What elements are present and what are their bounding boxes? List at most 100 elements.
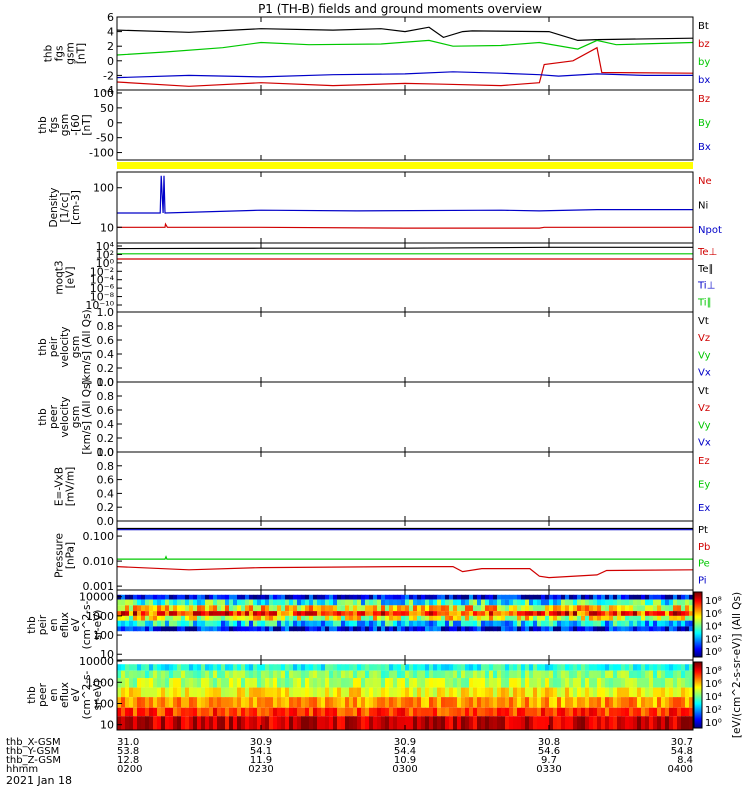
spectrogram-cell — [553, 678, 558, 688]
colorbar-step — [694, 624, 702, 627]
colorbar-step — [694, 663, 702, 665]
spectrogram-cell — [573, 664, 578, 671]
spectrogram-cell — [405, 615, 410, 621]
spectrogram-cell — [217, 615, 222, 621]
spectrogram-cell — [621, 670, 626, 679]
spectrogram-cell — [521, 707, 526, 717]
spectrogram-cell — [621, 626, 626, 632]
legend-label: Vz — [698, 403, 710, 414]
spectrogram-cell — [269, 620, 274, 627]
spectrogram-cell — [345, 620, 350, 627]
spectrogram-cell — [597, 611, 602, 616]
panel-frame — [116, 16, 694, 91]
spectrogram-cell — [265, 599, 270, 606]
spectrogram-cell — [613, 678, 618, 688]
spectrogram-cell — [177, 678, 182, 688]
spectrogram-cell — [137, 707, 142, 717]
spectrogram-cell — [445, 611, 450, 616]
colorbar-step — [694, 595, 702, 597]
spectrogram-cell — [213, 716, 218, 730]
spectrogram-cell — [121, 626, 126, 632]
spectrogram-cell — [589, 716, 594, 730]
spectrogram-cell — [445, 599, 450, 606]
spectrogram-cell — [213, 626, 218, 632]
spectrogram-cell — [393, 670, 398, 679]
spectrogram-cell — [545, 626, 550, 632]
spectrogram-cell — [497, 599, 502, 606]
spectrogram-cell — [549, 626, 554, 632]
spectrogram-cell — [549, 615, 554, 621]
spectrogram-cell — [233, 599, 238, 606]
spectrogram-cell — [501, 611, 506, 616]
colorbar-step — [694, 721, 702, 723]
spectrogram-cell — [245, 594, 250, 600]
spectrogram-cell — [321, 664, 326, 671]
spectrogram-cell — [177, 697, 182, 708]
spectrogram-cell — [689, 678, 694, 688]
spectrogram-cell — [313, 716, 318, 730]
spectrogram-cell — [597, 697, 602, 708]
spectrogram-cell — [117, 716, 122, 730]
spectrogram-cell — [125, 620, 130, 627]
spectrogram-cell — [133, 687, 138, 698]
colorbar-step — [694, 612, 702, 615]
spectrogram-cell — [661, 716, 666, 730]
colorbar-step — [694, 594, 702, 596]
spectrogram-cell — [597, 707, 602, 717]
spectrogram-cell — [389, 716, 394, 730]
spectrogram-cell — [145, 611, 150, 616]
spectrogram-cell — [153, 594, 158, 600]
y-axis-label: (cm^2-s- — [81, 600, 93, 649]
spectrogram-cell — [537, 599, 542, 606]
spectrogram-cell — [677, 664, 682, 671]
spectrogram-cell — [357, 594, 362, 600]
spectrogram-cell — [409, 594, 414, 600]
spectrogram-cell — [577, 707, 582, 717]
spectrogram-cell — [233, 716, 238, 730]
spectrogram-cell — [501, 664, 506, 671]
spectrogram-cell — [357, 620, 362, 627]
spectrogram-cell — [637, 615, 642, 621]
spectrogram-cell — [305, 599, 310, 606]
spectrogram-cell — [489, 626, 494, 632]
spectrogram-cell — [533, 626, 538, 632]
spectrogram-cell — [637, 670, 642, 679]
spectrogram-cell — [557, 615, 562, 621]
spectrogram-cell — [141, 620, 146, 627]
spectrogram-cell — [529, 611, 534, 616]
colorbar-step — [694, 634, 702, 636]
spectrogram-cell — [569, 620, 574, 627]
spectrogram-cell — [197, 664, 202, 671]
spectrogram-cell — [233, 615, 238, 621]
spectrogram-cell — [553, 605, 558, 612]
spectrogram-cell — [205, 626, 210, 632]
spectrogram-cell — [645, 670, 650, 679]
spectrogram-cell — [249, 605, 254, 612]
spectrogram-cell — [181, 716, 186, 730]
spectrogram-cell — [249, 707, 254, 717]
spectrogram-cell — [309, 664, 314, 671]
spectrogram-cell — [621, 594, 626, 600]
colorbar-tick-label: 10⁴ — [705, 692, 722, 703]
spectrogram-cell — [509, 716, 514, 730]
spectrogram-cell — [541, 626, 546, 632]
spectrogram-cell — [517, 594, 522, 600]
spectrogram-cell — [425, 605, 430, 612]
spectrogram-cell — [613, 594, 618, 600]
spectrogram-cell — [513, 611, 518, 616]
spectrogram-cell — [173, 611, 178, 616]
spectrogram-cell — [621, 678, 626, 688]
spectrogram-cell — [181, 615, 186, 621]
spectrogram-cell — [421, 707, 426, 717]
spectrogram-cell — [425, 707, 430, 717]
spectrogram-cell — [621, 611, 626, 616]
spectrogram-cell — [285, 678, 290, 688]
spectrogram-cell — [305, 594, 310, 600]
spectrogram-cell — [237, 615, 242, 621]
spectrogram-cell — [157, 611, 162, 616]
spectrogram-cell — [205, 670, 210, 679]
y-tick-label: -2 — [103, 69, 114, 82]
spectrogram-cell — [405, 599, 410, 606]
x-row-value: 0300 — [392, 764, 417, 775]
spectrogram-cell — [453, 664, 458, 671]
